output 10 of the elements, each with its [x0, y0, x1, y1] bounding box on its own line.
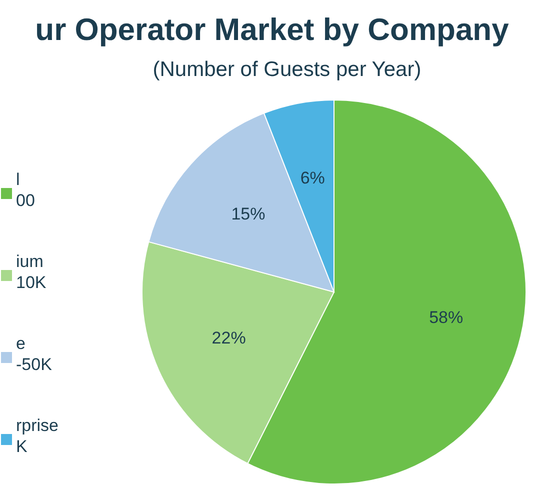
- chart-title: ur Operator Market by Company: [35, 12, 510, 47]
- data-label: 22%: [212, 328, 246, 348]
- data-label: 58%: [429, 308, 464, 328]
- legend-label: l 00: [16, 170, 35, 210]
- chart-subtitle: (Number of Guests per Year): [152, 58, 422, 81]
- legend-label: rprise K: [16, 416, 59, 456]
- data-label: 15%: [231, 204, 266, 224]
- legend-label: ium 10K: [16, 252, 47, 292]
- data-label: 6%: [300, 168, 325, 188]
- legend-label: e -50K: [16, 334, 53, 374]
